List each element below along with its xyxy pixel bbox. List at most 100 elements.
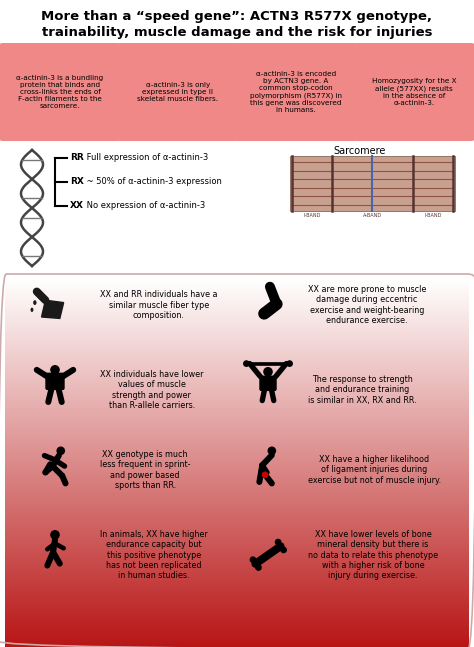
Bar [5, 520, 469, 521]
Bar [5, 311, 469, 312]
Bar [5, 486, 469, 487]
Bar [5, 281, 469, 282]
Bar [5, 513, 469, 514]
Bar [5, 610, 469, 611]
Bar [5, 291, 469, 292]
Bar [5, 312, 469, 313]
Text: RR: RR [70, 153, 84, 162]
Bar [5, 298, 469, 299]
Bar [5, 600, 469, 601]
Bar [5, 502, 469, 503]
Bar [5, 332, 469, 333]
Bar [5, 304, 469, 305]
Bar [5, 593, 469, 594]
Bar [5, 334, 469, 335]
Bar [5, 633, 469, 634]
Bar [5, 377, 469, 378]
Bar [5, 458, 469, 459]
Bar [5, 626, 469, 627]
Bar [5, 491, 469, 492]
Bar [5, 588, 469, 589]
Bar [5, 337, 469, 338]
Bar [5, 343, 469, 344]
Bar [5, 510, 469, 511]
Bar [5, 366, 469, 367]
Bar [5, 568, 469, 569]
Bar [5, 514, 469, 515]
Bar [5, 411, 469, 412]
Bar [5, 301, 469, 302]
Bar [5, 282, 469, 283]
Bar [5, 628, 469, 629]
Bar [5, 364, 469, 365]
Bar [5, 553, 469, 554]
Bar [5, 399, 469, 400]
Bar [5, 638, 469, 639]
Text: The response to strength
and endurance training
is similar in XX, RX and RR.: The response to strength and endurance t… [308, 375, 417, 405]
Bar [5, 402, 469, 403]
Bar [5, 636, 469, 637]
Bar [5, 374, 469, 375]
Bar [5, 416, 469, 417]
Bar [5, 354, 469, 355]
Bar [5, 509, 469, 510]
Bar [5, 342, 469, 343]
Bar [5, 430, 469, 431]
Bar [5, 501, 469, 502]
Bar [5, 583, 469, 584]
Bar [5, 288, 469, 289]
Bar [5, 465, 469, 466]
Bar [5, 382, 469, 383]
Bar [5, 602, 469, 603]
Bar [5, 623, 469, 624]
Bar [5, 530, 469, 531]
Bar [5, 428, 469, 429]
Bar [5, 380, 469, 381]
Bar [5, 550, 469, 551]
Text: XX have a higher likelihood
of ligament injuries during
exercise but not of musc: XX have a higher likelihood of ligament … [308, 455, 441, 485]
Bar [5, 299, 469, 300]
Bar [5, 424, 469, 425]
Bar [5, 457, 469, 458]
Bar [5, 621, 469, 622]
Bar [5, 355, 469, 356]
Bar [5, 462, 469, 463]
Bar [5, 386, 469, 387]
Text: XX individuals have lower
values of muscle
strength and power
than R-allele carr: XX individuals have lower values of musc… [100, 370, 203, 410]
Bar [5, 487, 469, 488]
Text: XX: XX [70, 201, 84, 210]
Bar [5, 328, 469, 329]
Bar [5, 339, 469, 340]
Bar [5, 632, 469, 633]
Bar [5, 454, 469, 455]
Bar [5, 507, 469, 508]
Bar [5, 422, 469, 423]
Bar [5, 582, 469, 583]
Bar [5, 461, 469, 462]
Bar [5, 362, 469, 363]
Bar [5, 439, 469, 440]
Bar [5, 533, 469, 534]
Text: XX and RR individuals have a
similar muscle fiber type
composition.: XX and RR individuals have a similar mus… [100, 290, 218, 320]
Bar [5, 395, 469, 396]
Bar [5, 296, 469, 297]
Bar [5, 344, 469, 345]
Bar [5, 569, 469, 570]
Bar [5, 325, 469, 326]
Text: More than a “speed gene”: ACTN3 R577X genotype,: More than a “speed gene”: ACTN3 R577X ge… [42, 10, 432, 23]
Bar [5, 524, 469, 525]
Bar [5, 640, 469, 641]
Bar [5, 400, 469, 401]
Bar [5, 393, 469, 394]
Circle shape [275, 539, 282, 545]
Bar [5, 375, 469, 376]
Bar [5, 634, 469, 635]
Text: A-BAND: A-BAND [363, 213, 382, 218]
Bar [5, 327, 469, 328]
Text: Sarcomere: Sarcomere [334, 146, 386, 156]
Bar [5, 609, 469, 610]
Bar [5, 622, 469, 623]
Bar [5, 372, 469, 373]
Bar [5, 495, 469, 496]
Bar [5, 573, 469, 574]
